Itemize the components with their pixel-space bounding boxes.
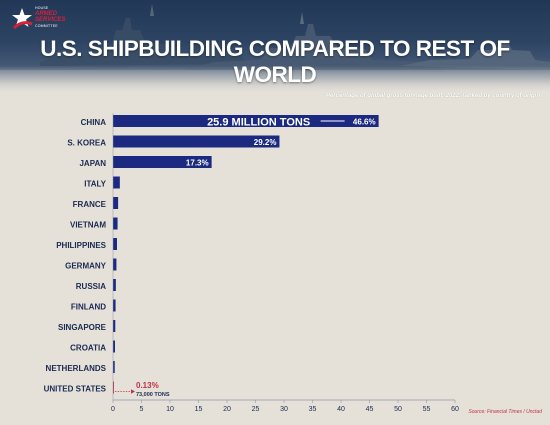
bar-philippines bbox=[113, 238, 117, 250]
category-label-russia: RUSSIA bbox=[76, 282, 106, 291]
category-label-japan: JAPAN bbox=[79, 159, 106, 168]
x-tick-label: 30 bbox=[280, 406, 288, 413]
category-label-china: CHINA bbox=[81, 118, 107, 127]
banner-fade bbox=[0, 66, 550, 92]
data-label-china: 46.6% bbox=[353, 117, 376, 126]
bar-germany bbox=[113, 258, 117, 271]
category-label-croatia: CROATIA bbox=[70, 344, 106, 353]
bar-s-korea bbox=[113, 135, 280, 148]
data-label-japan: 17.3% bbox=[186, 158, 209, 167]
category-label-united-states: UNITED STATES bbox=[44, 385, 107, 394]
category-label-france: FRANCE bbox=[73, 200, 107, 209]
x-tick-label: 15 bbox=[195, 406, 203, 413]
bar-china bbox=[113, 115, 379, 127]
us-pointer-arrow-icon bbox=[131, 389, 135, 394]
logo-text-top: HOUSE bbox=[35, 6, 49, 10]
category-label-germany: GERMANY bbox=[65, 262, 107, 271]
bar-france bbox=[113, 197, 119, 209]
committee-logo: HOUSE ARMED SERVICES COMMITTEE bbox=[10, 6, 70, 32]
category-label-vietnam: VIETNAM bbox=[70, 221, 106, 230]
bar-netherlands bbox=[113, 361, 115, 373]
bar-singapore bbox=[113, 320, 116, 332]
chart-subtitle: Percentage of global gross tonnage built… bbox=[325, 93, 540, 99]
x-tick-label: 45 bbox=[366, 406, 374, 413]
x-tick-label: 35 bbox=[309, 406, 317, 413]
bar-italy bbox=[113, 176, 120, 189]
star-logo-icon bbox=[12, 8, 33, 30]
bar-russia bbox=[113, 279, 116, 291]
x-tick-label: 40 bbox=[337, 406, 345, 413]
data-label-s-korea: 29.2% bbox=[254, 138, 277, 147]
category-label-finland: FINLAND bbox=[71, 303, 106, 312]
page-title: U.S. SHIPBUILDING COMPARED TO REST OF WO… bbox=[40, 36, 510, 87]
category-label-netherlands: NETHERLANDS bbox=[46, 364, 107, 373]
data-label-united-states: 0.13% bbox=[136, 381, 159, 390]
logo-text-bottom: COMMITTEE bbox=[35, 24, 58, 28]
category-label-s-korea: S. KOREA bbox=[67, 139, 106, 148]
x-tick-label: 60 bbox=[451, 406, 459, 413]
x-tick-label: 50 bbox=[394, 406, 402, 413]
x-tick-label: 5 bbox=[140, 406, 144, 413]
annotation-united-states: 73,000 TONS bbox=[136, 392, 170, 398]
x-tick-label: 0 bbox=[111, 406, 115, 413]
source-note: Source: Financial Times / Unctad bbox=[468, 409, 542, 415]
bar-croatia bbox=[113, 340, 115, 353]
bar-vietnam bbox=[113, 217, 118, 230]
category-label-singapore: SINGAPORE bbox=[58, 323, 107, 332]
x-tick-label: 10 bbox=[166, 406, 174, 413]
category-label-philippines: PHILIPPINES bbox=[56, 241, 106, 250]
logo-text-main: ARMED SERVICES bbox=[35, 11, 66, 23]
x-tick-label: 25 bbox=[252, 406, 260, 413]
category-label-italy: ITALY bbox=[84, 180, 106, 189]
header-banner: HOUSE ARMED SERVICES COMMITTEE U.S. SHIP… bbox=[0, 0, 550, 92]
bar-japan bbox=[113, 156, 212, 168]
x-tick-label: 20 bbox=[223, 406, 231, 413]
annotation-china: 25.9 MILLION TONS bbox=[207, 117, 310, 129]
bar-finland bbox=[113, 299, 116, 312]
x-tick-label: 55 bbox=[423, 406, 431, 413]
bar-united-states bbox=[113, 381, 114, 394]
